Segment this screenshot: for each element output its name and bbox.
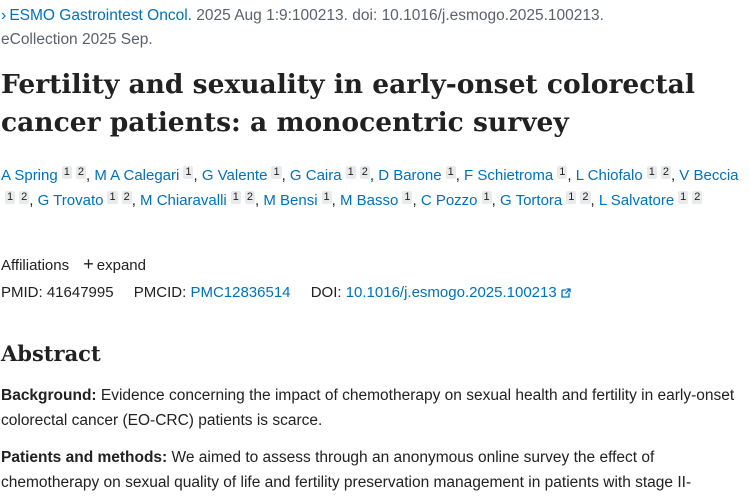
background-label: Background: <box>1 387 97 404</box>
author-link[interactable]: M Bensi <box>263 192 318 209</box>
author-item: F Schietroma 1 <box>464 166 568 184</box>
author-separator: , <box>255 192 264 209</box>
plus-icon[interactable]: + <box>83 254 94 274</box>
author-item: C Pozzo 1 <box>420 191 492 209</box>
pmid-value: 41647995 <box>46 284 114 301</box>
author-separator: , <box>491 192 500 209</box>
affiliation-badge[interactable]: 2 <box>19 191 30 204</box>
affiliation-badge[interactable]: 1 <box>345 166 356 179</box>
doi-value: 10.1016/j.esmogo.2025.100213 <box>345 284 557 301</box>
author-separator: , <box>331 192 340 209</box>
affiliation-badge[interactable]: 1 <box>321 191 332 204</box>
affiliation-badge[interactable]: 2 <box>121 191 132 204</box>
abstract-background: Background: Evidence concerning the impa… <box>1 383 746 433</box>
author-link[interactable]: A Spring <box>1 167 58 184</box>
author-link[interactable]: G Valente <box>201 167 268 184</box>
affiliation-badge[interactable]: 1 <box>61 166 72 179</box>
author-item: M A Calegari 1 <box>94 166 194 184</box>
abstract-heading: Abstract <box>1 341 101 366</box>
affiliation-badge[interactable]: 1 <box>481 191 492 204</box>
pmcid-label: PMCID: <box>133 284 187 301</box>
author-separator: , <box>281 167 290 184</box>
author-separator: , <box>131 192 141 209</box>
author-item: G Valente 1 <box>201 166 282 184</box>
author-link[interactable]: F Schietroma <box>464 167 554 184</box>
affiliation-badge[interactable]: 1 <box>557 166 568 179</box>
affiliation-badge[interactable]: 1 <box>107 191 118 204</box>
author-item: G Trovato 1 2 <box>37 191 132 209</box>
author-item: M Basso 1 <box>340 191 413 209</box>
citation-collection: eCollection 2025 Sep. <box>1 31 153 48</box>
author-item: A Spring 1 2 <box>1 166 86 184</box>
author-separator: , <box>455 167 465 184</box>
citation: › ESMO Gastrointest Oncol. 2025 Aug 1:9:1… <box>1 4 746 52</box>
author-link[interactable]: M Basso <box>340 192 399 209</box>
author-link[interactable]: D Barone <box>378 167 442 184</box>
abstract-methods: Patients and methods: We aimed to assess… <box>1 445 746 495</box>
affiliation-badge[interactable]: 1 <box>402 191 413 204</box>
author-item: V Beccia1 2 <box>1 167 739 209</box>
affiliation-badge[interactable]: 1 <box>646 166 657 179</box>
author-item: D Barone 1 <box>378 166 456 184</box>
methods-text: We aimed to assess through an anonymous … <box>1 449 692 491</box>
author-item: G Tortora 1 2 <box>500 191 591 209</box>
author-link[interactable]: G Trovato <box>37 192 104 209</box>
author-item: L Salvatore 1 2 <box>598 191 703 209</box>
background-text: Evidence concerning the impact of chemot… <box>1 387 735 429</box>
journal-link[interactable]: ESMO Gastrointest Oncol. <box>9 7 192 24</box>
author-separator: , <box>412 192 421 209</box>
author-item: L Chiofalo 1 2 <box>575 166 671 184</box>
author-link[interactable]: G Caira <box>289 167 342 184</box>
affiliations-label: Affiliations <box>1 257 70 274</box>
author-link[interactable]: L Chiofalo <box>575 167 643 184</box>
author-separator: , <box>567 167 576 184</box>
author-item: G Caira 1 2 <box>289 166 370 184</box>
author-link[interactable]: G Tortora <box>500 192 563 209</box>
article-title: Fertility and sexuality in early-onset c… <box>1 69 695 138</box>
author-link[interactable]: V Beccia <box>679 167 739 184</box>
affiliation-badge[interactable]: 1 <box>230 191 241 204</box>
author-link[interactable]: C Pozzo <box>420 192 478 209</box>
doi-label: DOI: <box>310 284 342 301</box>
affiliation-badge[interactable]: 1 <box>183 166 194 179</box>
authors-list: A Spring 1 2, M A Calegari 1, G Valente 1, G… <box>1 163 746 213</box>
author-item: M Bensi 1 <box>263 191 332 209</box>
author-link[interactable]: M A Calegari <box>94 167 180 184</box>
author-item: M Chiaravalli 1 2 <box>140 191 255 209</box>
doi-link[interactable]: 10.1016/j.esmogo.2025.100213 <box>346 284 571 301</box>
affiliation-badge[interactable]: 1 <box>271 166 282 179</box>
affiliation-badge[interactable]: 2 <box>692 191 703 204</box>
affiliation-badge[interactable]: 1 <box>445 166 456 179</box>
author-separator: , <box>590 192 599 209</box>
identifiers: PMID: 41647995 PMCID: PMC12836514 DOI: 1… <box>1 283 571 303</box>
citation-details: 2025 Aug 1:9:100213. doi: 10.1016/j.esmo… <box>191 7 604 24</box>
external-link-icon <box>561 288 571 298</box>
affiliation-badge[interactable]: 1 <box>678 191 689 204</box>
affiliation-badge[interactable]: 2 <box>244 191 255 204</box>
affiliation-badge[interactable]: 2 <box>75 166 86 179</box>
author-separator: , <box>193 167 202 184</box>
author-separator: , <box>670 167 680 184</box>
author-link[interactable]: L Salvatore <box>598 192 675 209</box>
methods-label: Patients and methods: <box>1 449 168 466</box>
affiliation-badge[interactable]: 1 <box>5 191 16 204</box>
affiliation-badge[interactable]: 2 <box>580 191 591 204</box>
chevron-right-icon[interactable]: › <box>1 7 7 24</box>
expand-button[interactable]: expand <box>96 257 146 274</box>
author-separator: , <box>85 167 95 184</box>
affiliation-badge[interactable]: 2 <box>660 166 671 179</box>
author-link[interactable]: M Chiaravalli <box>140 192 227 209</box>
pmid-label: PMID: <box>1 284 43 301</box>
affiliations-toggle: Affiliations + expand <box>1 254 146 276</box>
affiliation-badge[interactable]: 2 <box>359 166 370 179</box>
author-separator: , <box>369 167 379 184</box>
pmcid-link[interactable]: PMC12836514 <box>190 284 291 301</box>
affiliation-badge[interactable]: 1 <box>566 191 577 204</box>
author-separator: , <box>29 192 38 209</box>
